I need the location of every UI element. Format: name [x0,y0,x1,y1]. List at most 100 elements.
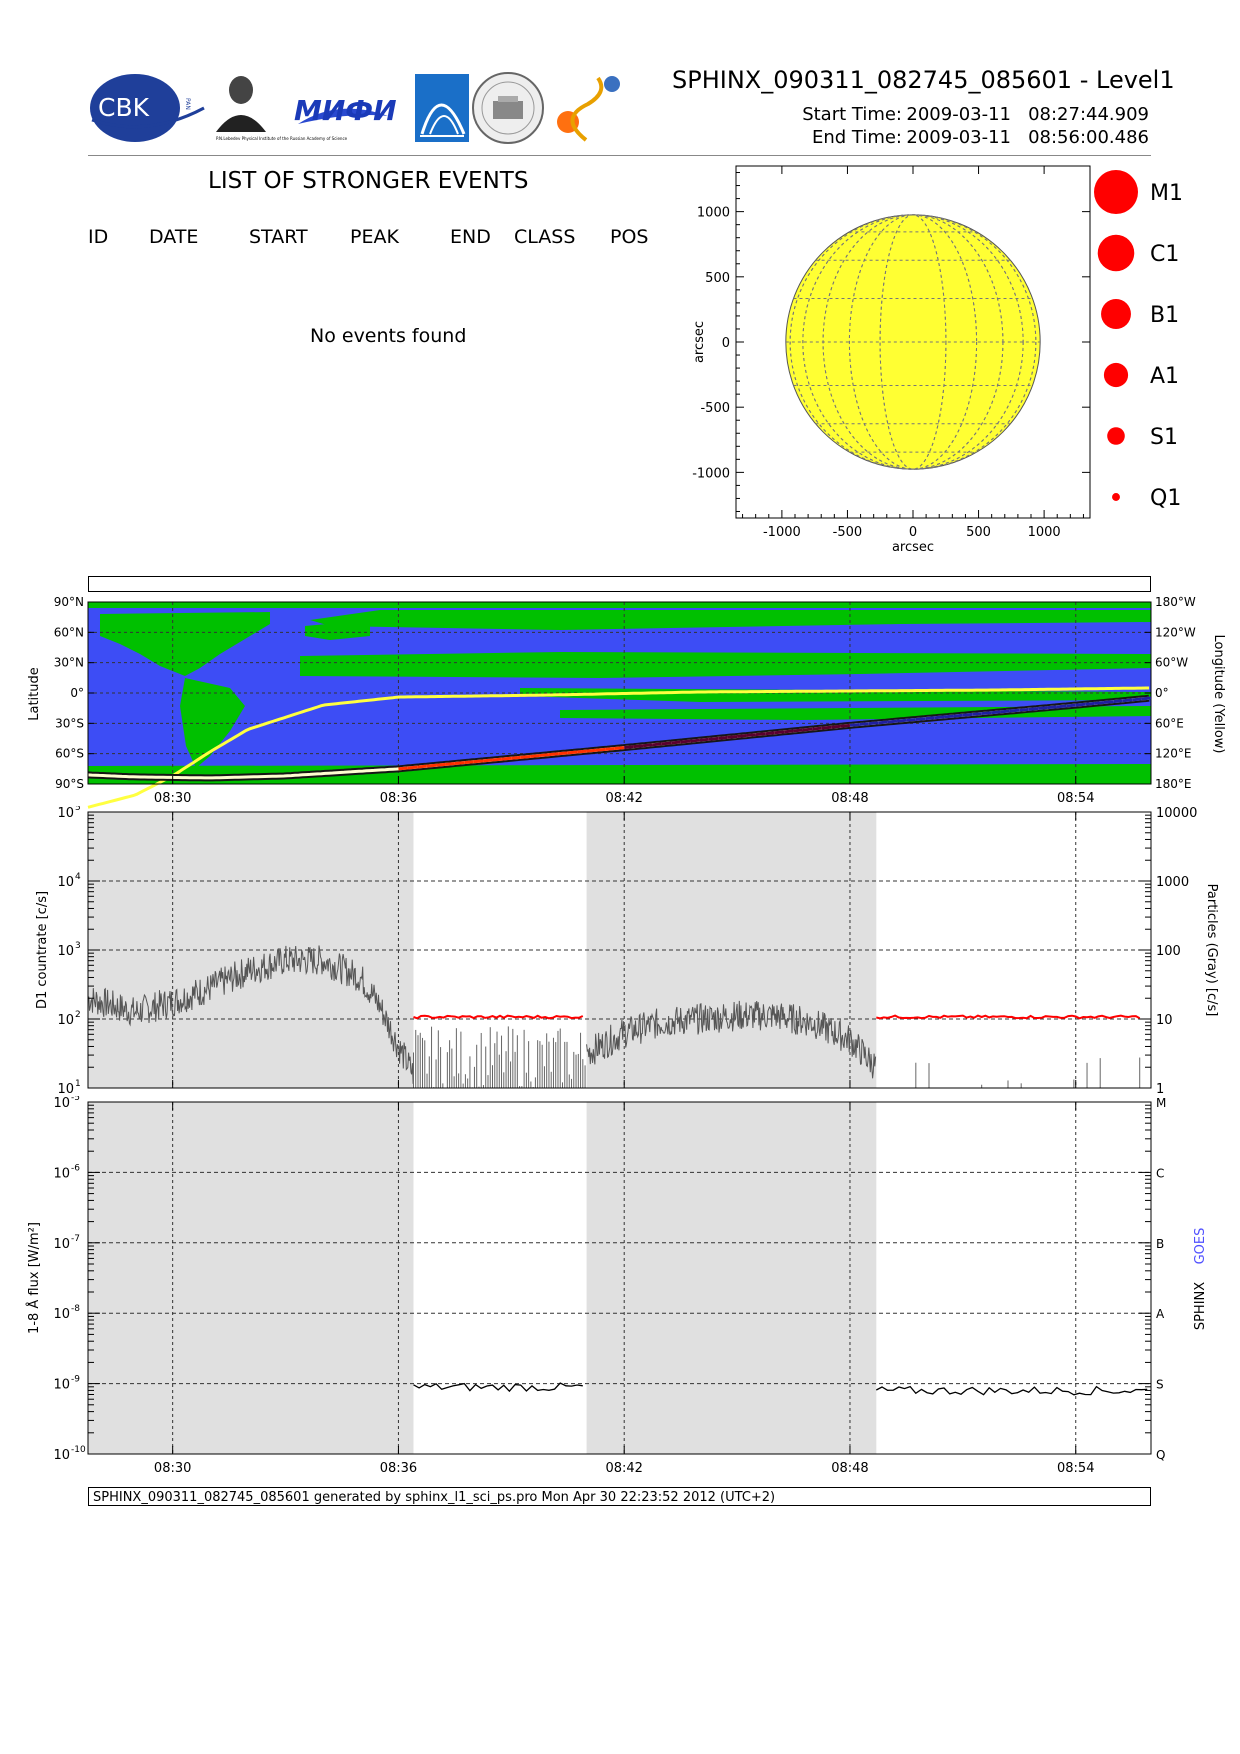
orbit-heat-segment [1132,697,1142,702]
orbit-heat-segment [708,736,719,741]
orbit-heat-segment [962,712,973,717]
flux-xtick-label: 08:30 [154,1461,191,1476]
cbk-logo-sub: PAN [184,98,191,110]
status-strip [88,576,1151,592]
orbit-heat-segment [567,750,578,755]
map-xtick-label: 08:48 [831,791,868,806]
countrate-ytick-right-label: 100 [1156,944,1181,959]
orbit-heat-segment [718,735,728,740]
flux-ytick-label: 10 [53,1307,70,1322]
orbit-heat-segment [520,754,531,759]
countrate-ytick-exp: 4 [75,872,81,882]
sun-longitude-line [822,214,1004,470]
footer-info: SPHINX_090311_082745_085601 generated by… [88,1487,1151,1506]
legend-marker-c1 [1097,234,1135,272]
land-south-america [180,678,245,768]
orbit-heat-segment [407,765,418,770]
events-col-id: ID [88,226,109,248]
orbit-heat-segment [849,723,860,727]
countrate-ylabel-right: Particles (Gray) [c/s] [1204,884,1219,1017]
orbit-heat-segment [482,758,493,763]
orbit-heat-segment [736,734,747,738]
cbk-logo-text: CBK [98,93,150,122]
orbit-heat-segment [633,744,644,749]
countrate-series-1 [87,945,414,1084]
solar-logo [557,76,620,142]
orbit-heat-segment [652,742,662,747]
orbit-heat-segment [821,725,832,730]
flux-ytick-label: 10 [53,1237,70,1252]
sun-ylabel: arcsec [692,321,707,363]
flux-ytick-label: 10 [53,1378,70,1393]
sun-disk [785,214,1041,470]
eclipse-band [586,1102,877,1454]
legend-marker-q1 [1112,493,1120,501]
lebedev-logo: P.N.Lebedev Physical Institute of the Ru… [216,76,348,141]
flux-ytick-right-label: B [1156,1237,1164,1251]
sun-ytick-label: 500 [705,271,730,286]
flux-xtick-label: 08:42 [605,1461,642,1476]
sun-position-chart: -1000 -500 0 500 1000 1000 500 0 -500 -1000 arcse… [692,165,1091,555]
orbit-heat-segment [943,714,954,719]
events-col-pos: POS [610,226,649,248]
flux-ytick-right-label: A [1156,1307,1165,1321]
flux-series [413,1382,1148,1396]
logo-strip: CBK PAN P.N.Lebedev Physical Institute o… [90,72,620,144]
orbit-heat-segment [529,754,540,758]
sun-xtick-label: 1000 [1028,525,1061,540]
map-ytick-right-label: 180°W [1155,596,1196,609]
orbit-heat-segment [1122,698,1133,703]
orbit-heat-segment [887,719,898,724]
orbit-heat-segment [661,741,672,746]
sun-xtick-label: -500 [833,525,863,540]
orbit-heat-segment [859,722,869,727]
map-axis-ticks: 90°N 60°N 30°N 0° 30°S 60°S 90°S 180°W 120°W 60°W… [54,596,1196,806]
mifi-logo-text: МИФИ [294,94,397,127]
sun-xtick-label: 500 [966,525,991,540]
orbit-heat-segment [586,748,597,753]
flux-ytick-exp: -9 [71,1375,80,1385]
flux-segment [413,1382,583,1393]
flux-xtick-label: 08:36 [380,1461,417,1476]
land-north-america [100,612,270,676]
legend-label-a1: A1 [1150,364,1179,389]
header-divider [88,155,1151,156]
orbit-heat-segment [934,715,945,720]
legend-marker-m1 [1094,170,1138,214]
events-col-peak: PEAK [350,226,399,248]
countrate-ytick-exp: 5 [75,806,81,813]
orbit-heat-segment [1103,700,1114,704]
flux-ytick-label: 10 [53,1448,70,1463]
sun-xlabel: arcsec [892,540,934,555]
legend-label-b1: B1 [1150,303,1179,328]
orbit-heat-segment [1019,707,1029,712]
mifi-logo: МИФИ [294,94,397,127]
particle-segment [413,1014,584,1020]
orbit-heat-segment [605,746,615,751]
map-ytick-right-label: 120°E [1155,747,1192,761]
orbit-heat-segment [1066,703,1076,708]
orbit-heat-segment [398,766,408,771]
map-ytick-label: 30°N [54,656,84,670]
events-title: LIST OF STRONGER EVENTS [208,168,529,194]
orbit-heat-segment [454,761,465,766]
orbit-heat-segment [831,724,841,729]
flux-frame [87,1101,1152,1455]
start-date: 2009-03-11 [906,104,1011,125]
orbit-heat-segment [699,737,710,742]
events-empty-text: No events found [310,325,467,347]
countrate-ytick-right-label: 1 [1156,1082,1164,1096]
countrate-ytick-label: 10 [57,806,74,821]
orbit-heat-segment [868,721,879,726]
sun-ytick-label: -1000 [692,466,730,481]
events-col-class: CLASS [514,226,576,248]
orbit-heat-segment [1047,705,1058,710]
orbit-heat-segment [972,712,982,716]
countrate-ytick-right-label: 10000 [1156,806,1197,821]
orbit-heat-segment [548,752,559,757]
countrate-ytick-label: 10 [57,1082,74,1096]
orbit-longitude-line [87,686,1150,809]
land-band-arctic [310,610,1151,630]
start-time: 08:27:44.909 [1028,104,1149,125]
map-ytick-label: 90°S [55,777,84,791]
